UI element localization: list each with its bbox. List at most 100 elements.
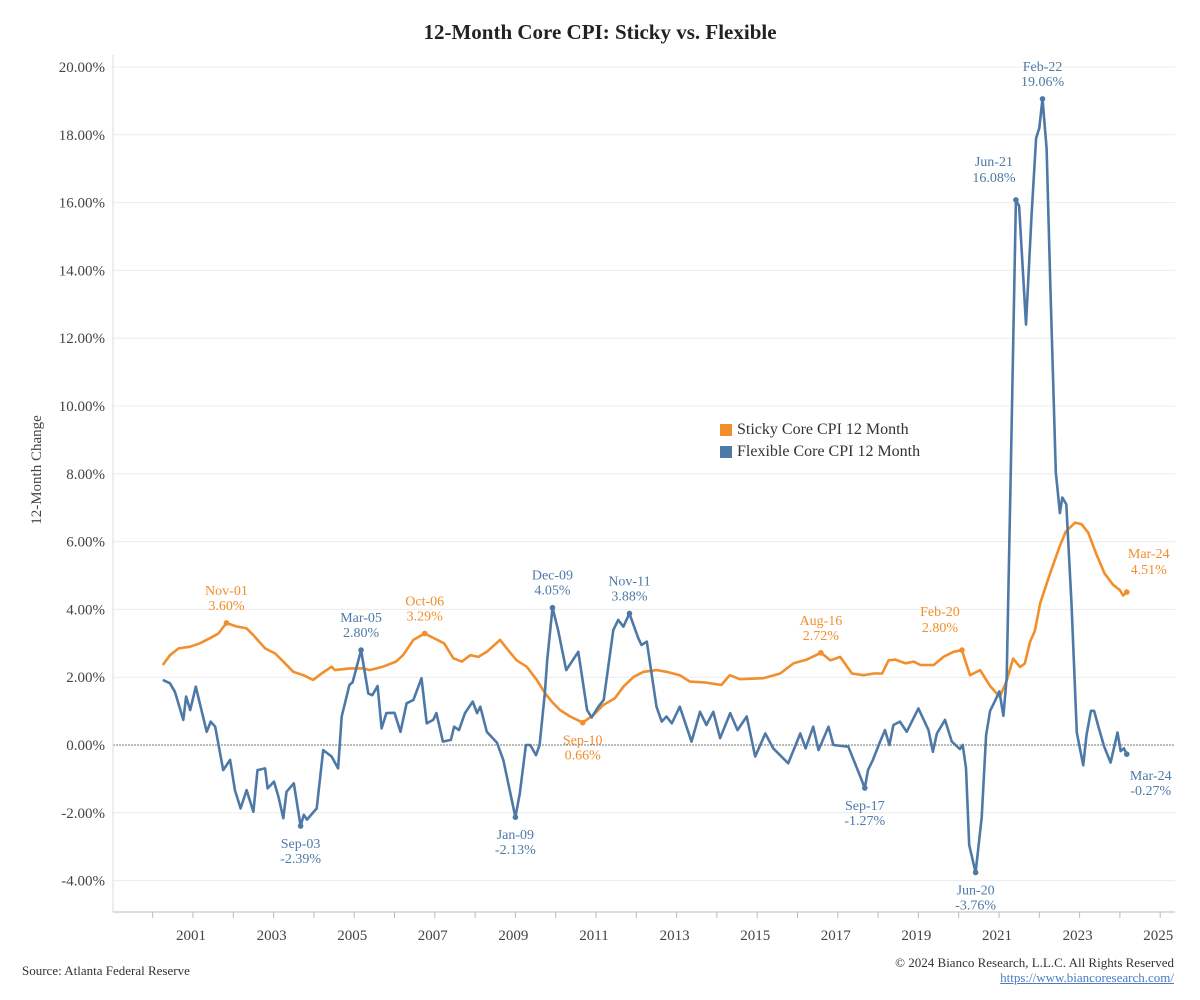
x-tick-label: 2011 (579, 928, 608, 944)
sticky-core-cpi-line (161, 521, 1128, 724)
annotation-value: -3.76% (955, 898, 996, 913)
annotation-date: Sep-03 (281, 837, 321, 852)
x-tick-label: 2005 (337, 928, 367, 944)
x-tick-label: 2013 (660, 928, 690, 944)
annotation-point (1039, 96, 1046, 102)
annotation-value: 3.60% (208, 599, 245, 614)
annotation-date: Feb-22 (1023, 60, 1063, 75)
y-tick-label: 18.00% (59, 128, 105, 144)
x-axis: 2001 2003 2005 2007 2009 2011 2013 2015 2017 2019… (113, 911, 1175, 944)
y-axis: -4.00% -2.00% 0.00% 2.00% 4.00% 6.00% 8.00% 10.… (59, 55, 114, 912)
annotation-value: 2.80% (343, 626, 380, 641)
annotation-value: 16.08% (972, 171, 1016, 186)
annotation-sep-17: Sep-17-1.27% (844, 785, 886, 829)
y-tick-label: 20.00% (59, 60, 105, 76)
x-tick-label: 2015 (740, 928, 770, 944)
y-tick-label: 10.00% (59, 399, 105, 415)
annotation-point (1123, 589, 1130, 595)
annotation-date: Jun-20 (957, 883, 995, 898)
x-tick-label: 2023 (1063, 928, 1093, 944)
annotation-point (959, 647, 965, 653)
grid-lines (113, 66, 1175, 882)
annotation-mar-24: Mar-24-0.27% (1123, 751, 1172, 799)
annotation-point (549, 604, 556, 611)
annotation-point (1013, 197, 1019, 203)
annotation-value: -0.27% (1130, 784, 1171, 799)
annotation-value: 0.66% (565, 749, 602, 764)
annotation-value: 19.06% (1021, 75, 1065, 90)
annotation-jun-20: Jun-20-3.76% (955, 869, 996, 913)
annotation-point (297, 823, 304, 829)
annotation-point (862, 785, 868, 791)
legend-swatch-flexible (720, 446, 732, 458)
annotation-point (512, 814, 519, 821)
annotation-date: Oct-06 (405, 594, 444, 609)
series-lines (161, 97, 1128, 874)
annotation-nov-11: Nov-113.88% (608, 574, 651, 617)
annotation-date: Nov-11 (608, 574, 650, 589)
annotation-value: 3.29% (407, 609, 444, 624)
annotation-nov-01: Nov-013.60% (205, 584, 248, 626)
annotation-value: 2.72% (803, 629, 840, 644)
annotations: Nov-013.60% Oct-063.29%Sep-100.66%Aug-162… (205, 60, 1172, 914)
y-tick-label: -2.00% (61, 806, 105, 822)
annotation-point (1123, 751, 1130, 757)
annotation-date: Nov-01 (205, 584, 248, 599)
annotation-aug-16: Aug-162.72% (799, 614, 842, 656)
legend-label-sticky: Sticky Core CPI 12 Month (737, 421, 909, 438)
copyright-note: © 2024 Bianco Research, L.L.C. All Right… (895, 955, 1174, 970)
y-tick-label: 4.00% (66, 602, 105, 618)
annotation-date: Jan-09 (497, 828, 534, 843)
y-tick-label: -4.00% (61, 874, 105, 890)
annotation-dec-09: Dec-094.05% (532, 569, 573, 611)
annotation-value: 2.80% (922, 621, 959, 636)
annotation-date: Mar-24 (1128, 547, 1170, 562)
annotation-value: -1.27% (844, 814, 885, 829)
annotation-point (818, 649, 824, 656)
annotation-date: Dec-09 (532, 569, 573, 584)
annotation-value: -2.39% (280, 852, 321, 867)
x-tick-label: 2021 (982, 928, 1012, 944)
annotation-date: Sep-17 (845, 799, 885, 814)
annotation-jan-09: Jan-09-2.13% (495, 814, 536, 858)
annotation-value: -2.13% (495, 843, 536, 858)
source-note: Source: Atlanta Federal Reserve (22, 963, 190, 978)
annotation-date: Feb-20 (920, 605, 960, 620)
annotation-oct-06: Oct-063.29% (405, 594, 444, 637)
annotation-value: 4.51% (1131, 563, 1168, 578)
chart-title: 12-Month Core CPI: Sticky vs. Flexible (423, 20, 777, 44)
annotation-date: Mar-05 (340, 611, 382, 626)
y-tick-label: 8.00% (66, 467, 105, 483)
annotation-point (223, 620, 230, 626)
x-tick-label: 2009 (498, 928, 528, 944)
legend: Sticky Core CPI 12 Month Flexible Core C… (720, 419, 920, 463)
website-link[interactable]: https://www.biancoresearch.com/ (1000, 970, 1174, 985)
flexible-core-cpi-line (162, 97, 1128, 874)
x-tick-label: 2001 (176, 928, 206, 944)
y-tick-label: 6.00% (66, 535, 105, 551)
x-tick-label: 2007 (418, 928, 449, 944)
annotation-point (626, 610, 633, 617)
annotation-point (358, 647, 364, 653)
legend-item-flexible[interactable]: Flexible Core CPI 12 Month (720, 441, 920, 463)
y-axis-label: 12-Month Change (29, 415, 45, 525)
legend-item-sticky[interactable]: Sticky Core CPI 12 Month (720, 419, 920, 441)
annotation-value: 3.88% (611, 589, 648, 604)
y-tick-label: 0.00% (66, 738, 105, 754)
x-tick-label: 2025 (1143, 928, 1173, 944)
y-tick-label: 2.00% (66, 670, 105, 686)
y-tick-label: 14.00% (59, 263, 105, 279)
legend-swatch-sticky (720, 424, 732, 436)
annotation-mar-05: Mar-052.80% (340, 611, 382, 653)
annotation-date: Aug-16 (799, 614, 842, 629)
annotation-date: Sep-10 (563, 734, 603, 749)
y-tick-label: 12.00% (59, 331, 105, 347)
x-tick-label: 2017 (821, 928, 852, 944)
annotation-point (972, 869, 979, 876)
annotation-point (421, 630, 428, 637)
annotation-sep-03: Sep-03-2.39% (280, 823, 321, 867)
annotation-value: 4.05% (534, 584, 571, 599)
